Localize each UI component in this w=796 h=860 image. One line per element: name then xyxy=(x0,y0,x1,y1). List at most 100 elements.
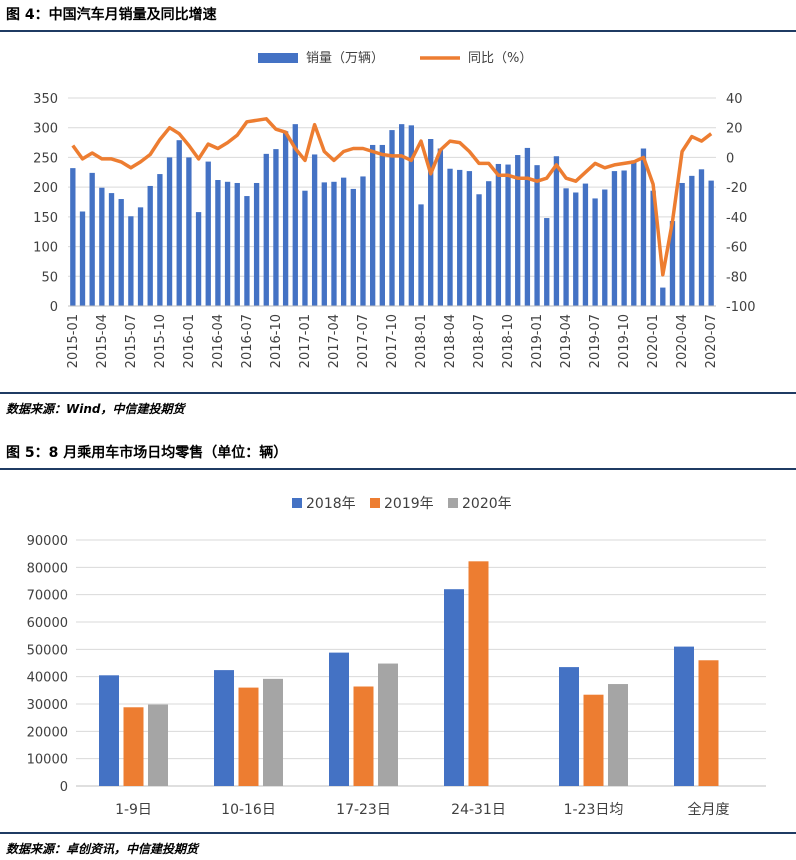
y-tick-label: 40000 xyxy=(27,671,68,686)
sales-bar xyxy=(321,182,327,306)
sales-bar xyxy=(166,157,173,306)
sales-bar xyxy=(311,154,318,306)
sales-bar xyxy=(602,189,608,306)
x-tick-label: 2019-01 xyxy=(530,314,545,368)
yoy-line xyxy=(71,117,713,277)
sales-bar xyxy=(360,176,366,306)
sales-bar xyxy=(573,192,579,306)
sales-bar xyxy=(176,140,182,306)
right-tick-label: 40 xyxy=(726,92,743,107)
figure5-top-rule xyxy=(0,468,796,470)
sales-bar xyxy=(505,164,511,306)
x-tick-label: 2016-10 xyxy=(269,314,284,368)
bar-2020年 xyxy=(148,704,168,786)
bar-2018年 xyxy=(214,670,234,786)
sales-bar xyxy=(524,147,531,306)
sales-bar xyxy=(128,216,134,306)
sales-bar xyxy=(118,199,124,306)
sales-bar xyxy=(447,168,453,306)
x-tick-label: 2018-04 xyxy=(443,314,458,368)
sales-bar xyxy=(147,185,153,306)
sales-bar xyxy=(70,168,76,306)
x-tick-label: 2016-04 xyxy=(211,314,226,368)
sales-bar xyxy=(495,163,502,306)
sales-bar xyxy=(263,153,269,306)
sales-bar xyxy=(369,144,376,306)
right-tick-label: -20 xyxy=(726,181,747,196)
x-tick-label: 2015-10 xyxy=(153,314,168,368)
right-tick-label: -80 xyxy=(726,270,747,285)
sales-bar xyxy=(515,155,521,306)
sales-bar xyxy=(631,160,637,306)
sales-bar xyxy=(89,172,95,306)
category-label: 全月度 xyxy=(688,801,730,818)
left-tick-label: 350 xyxy=(33,92,58,107)
left-tick-label: 0 xyxy=(50,300,58,315)
legend-label-sales: 销量（万辆） xyxy=(306,51,384,66)
sales-bar xyxy=(389,130,395,306)
category-label: 1-9日 xyxy=(115,802,152,818)
bar-2018年 xyxy=(329,652,349,786)
daily-retail-chart: 0 10000 20000 30000 40000 50000 60000 70000 8000… xyxy=(27,496,766,818)
x-tick-label: 2018-10 xyxy=(501,314,516,368)
x-tick-label: 2018-07 xyxy=(472,314,487,368)
sales-bar xyxy=(582,183,589,306)
figure5-source: 数据来源：卓创资讯，中信建投期货 xyxy=(6,842,199,856)
figure4-top-rule xyxy=(0,30,796,32)
legend-swatch xyxy=(292,498,302,508)
bar-2019年 xyxy=(583,694,604,786)
left-tick-label: 250 xyxy=(33,151,58,166)
bar-2019年 xyxy=(238,687,259,786)
legend-label: 2019年 xyxy=(384,496,434,512)
x-tick-label: 2015-07 xyxy=(124,314,139,368)
sales-bar xyxy=(253,182,260,306)
bar-2019年 xyxy=(468,561,489,786)
sales-bar xyxy=(476,194,482,306)
figure4-bottom-rule xyxy=(0,392,796,394)
sales-bar xyxy=(292,124,298,306)
sales-bar xyxy=(437,148,444,306)
y-tick-label: 10000 xyxy=(27,753,68,768)
monthly-sales-chart: 0 50 100 150 200 250 300 350 -100 -80 -60 -40 -20 0 20… xyxy=(33,51,755,368)
legend-swatch-sales xyxy=(258,53,298,63)
x-tick-label: 2020-01 xyxy=(646,314,661,368)
sales-bar xyxy=(224,181,231,306)
legend-label-yoy: 同比（%） xyxy=(468,51,532,66)
right-tick-label: 20 xyxy=(726,122,743,137)
sales-bar xyxy=(273,149,279,306)
sales-bar xyxy=(244,196,250,306)
sales-bar xyxy=(698,169,705,306)
x-tick-label: 2020-04 xyxy=(675,314,690,368)
sales-bar xyxy=(428,139,434,306)
x-tick-label: 2019-04 xyxy=(559,314,574,368)
sales-bar xyxy=(621,170,627,306)
sales-bar xyxy=(215,180,221,306)
sales-bar xyxy=(660,287,666,306)
left-tick-label: 150 xyxy=(33,211,58,226)
figure5-title: 图 5：8 月乘用车市场日均零售（单位：辆） xyxy=(6,445,288,461)
x-tick-label: 2017-01 xyxy=(298,314,313,368)
y-tick-label: 80000 xyxy=(27,561,68,576)
sales-bar xyxy=(689,175,695,306)
sales-bar xyxy=(302,190,308,306)
sales-bar xyxy=(611,171,618,306)
bar-2020年 xyxy=(608,684,628,786)
sales-bar xyxy=(563,188,569,306)
sales-bar xyxy=(108,193,115,306)
y-tick-label: 60000 xyxy=(27,616,68,631)
x-tick-label: 2020-07 xyxy=(704,314,719,368)
category-label: 24-31日 xyxy=(451,802,506,818)
bar-2019年 xyxy=(353,686,374,786)
sales-bar xyxy=(650,190,656,306)
sales-bar xyxy=(553,156,560,306)
sales-bar xyxy=(99,187,105,306)
sales-bar xyxy=(79,211,86,306)
right-tick-label: -60 xyxy=(726,241,747,256)
sales-bar xyxy=(195,212,202,306)
x-tick-label: 2018-01 xyxy=(414,314,429,368)
legend-swatch xyxy=(370,498,380,508)
sales-bar xyxy=(350,188,356,306)
sales-bar xyxy=(408,125,415,306)
x-tick-label: 2017-04 xyxy=(327,314,342,368)
x-tick-label: 2019-10 xyxy=(617,314,632,368)
